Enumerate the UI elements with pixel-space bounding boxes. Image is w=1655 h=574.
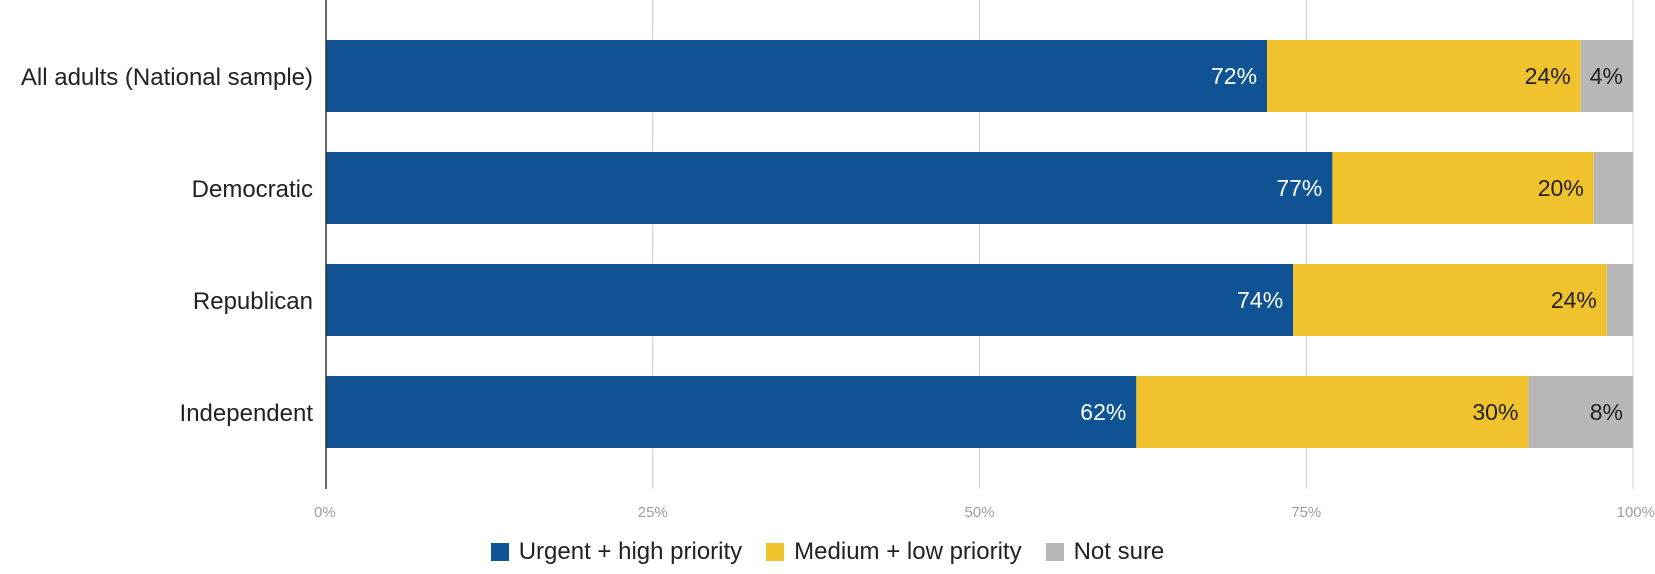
data-label-medium-low-priority-republican: 24% <box>1551 287 1597 313</box>
category-label-republican: Republican <box>193 288 313 315</box>
data-label-medium-low-priority-democratic: 20% <box>1538 175 1584 201</box>
bar-urgent-high-priority-republican <box>326 264 1294 336</box>
category-labels: All adults (National sample) Democratic Re… <box>21 64 313 427</box>
x-tick-label-75: 75% <box>1291 504 1321 521</box>
legend-swatch-not-sure <box>1045 543 1064 561</box>
category-label-all-adults-national-sample: All adults (National sample) <box>21 64 313 91</box>
x-tick-label-50: 50% <box>964 504 994 521</box>
bar-urgent-high-priority-all-adults-national-sample <box>326 40 1268 112</box>
bar-medium-low-priority-all-adults-national-sample <box>1267 40 1581 112</box>
legend-item-medium: Medium + low priority <box>766 538 1022 566</box>
legend-label-not-sure: Not sure <box>1073 538 1165 565</box>
legend-label-urgent: Urgent + high priority <box>518 538 743 565</box>
bar-urgent-high-priority-independent <box>326 376 1137 448</box>
x-tick-label-0: 0% <box>314 504 336 521</box>
data-label-medium-low-priority-all-adults-national-sample: 24% <box>1525 63 1571 89</box>
bar-not-sure-independent <box>1528 376 1633 448</box>
x-tick-label-25: 25% <box>638 504 668 521</box>
legend: Urgent + high priority Medium + low prio… <box>0 538 1655 566</box>
legend-swatch-medium <box>766 543 785 561</box>
data-label-not-sure-all-adults-national-sample: 4% <box>1590 63 1623 89</box>
bar-medium-low-priority-independent <box>1136 376 1529 448</box>
bar-not-sure-republican <box>1606 264 1633 336</box>
legend-swatch-urgent <box>490 543 509 561</box>
data-label-not-sure-independent: 8% <box>1590 399 1623 425</box>
data-label-urgent-high-priority-republican: 74% <box>1237 287 1283 313</box>
data-label-medium-low-priority-independent: 30% <box>1472 399 1518 425</box>
legend-label-medium: Medium + low priority <box>794 538 1022 565</box>
category-label-independent: Independent <box>180 400 314 427</box>
legend-item-not-sure: Not sure <box>1045 538 1165 566</box>
legend-item-urgent: Urgent + high priority <box>490 538 743 566</box>
bars: 72% 24% 4% 77% 20% 74% 24% 62% 30% 8% <box>326 40 1633 448</box>
data-label-urgent-high-priority-independent: 62% <box>1080 399 1126 425</box>
x-tick-labels: 0% 25% 50% 75% 100% <box>314 504 1655 521</box>
bar-not-sure-democratic <box>1593 152 1633 224</box>
bar-urgent-high-priority-democratic <box>326 152 1333 224</box>
data-label-urgent-high-priority-democratic: 77% <box>1276 175 1322 201</box>
data-label-urgent-high-priority-all-adults-national-sample: 72% <box>1211 63 1257 89</box>
bar-not-sure-all-adults-national-sample <box>1580 40 1633 112</box>
category-label-democratic: Democratic <box>192 176 313 203</box>
x-tick-label-100: 100% <box>1617 504 1655 521</box>
bar-medium-low-priority-democratic <box>1332 152 1594 224</box>
bar-medium-low-priority-republican <box>1293 264 1607 336</box>
